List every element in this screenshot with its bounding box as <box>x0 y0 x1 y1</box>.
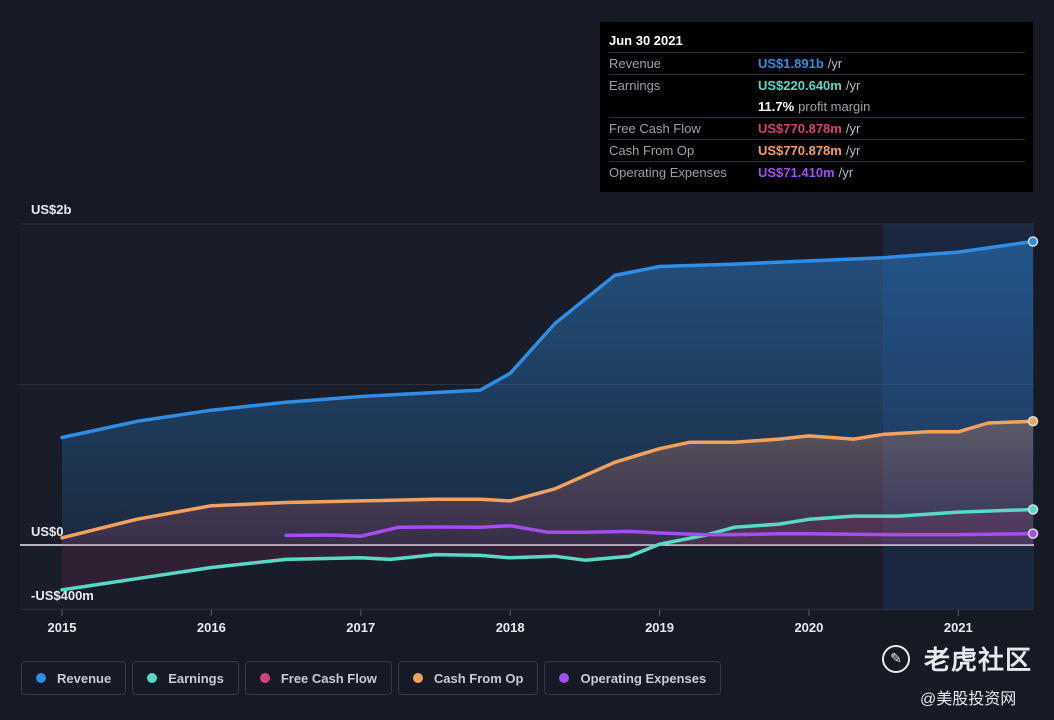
watermark: ✎ 老虎社区 @美股投资网 <box>882 640 1032 709</box>
legend-item-free-cash-flow[interactable]: Free Cash Flow <box>244 661 392 695</box>
y-tick-label: -US$400m <box>31 588 94 603</box>
tooltip-label: Operating Expenses <box>609 165 727 180</box>
tooltip-value: US$1.891b <box>758 56 824 71</box>
tooltip-row-opex: Operating Expenses US$71.410m /yr <box>609 161 1025 183</box>
legend-item-revenue[interactable]: Revenue <box>21 661 127 695</box>
y-tick-label: US$2b <box>31 202 72 217</box>
tooltip-row-margin: 11.7% profit margin <box>609 96 1025 117</box>
revenue-endpoint <box>1027 236 1039 247</box>
tooltip-value: US$71.410m <box>758 165 835 180</box>
legend-label: Cash From Op <box>433 670 524 686</box>
legend-dot-icon <box>259 673 270 683</box>
legend-dot-icon <box>36 673 46 683</box>
tooltip-label: Free Cash Flow <box>609 121 701 136</box>
earnings-line <box>60 507 1035 592</box>
profit-margin-label: profit margin <box>798 99 871 114</box>
tooltip-unit: /yr <box>845 78 861 93</box>
tooltip-row-fcf: Free Cash Flow US$770.878m /yr <box>609 117 1025 139</box>
operating-expenses-endpoint <box>1027 528 1039 539</box>
revenue-line <box>60 239 1035 440</box>
legend-item-cash-from-op[interactable]: Cash From Op <box>397 661 539 695</box>
tooltip-date: Jun 30 2021 <box>609 33 683 48</box>
tooltip-panel: Jun 30 2021 Revenue US$1.891b /yr Earnin… <box>600 22 1033 192</box>
x-tick-label: 2020 <box>794 620 823 635</box>
legend-label: Free Cash Flow <box>280 670 377 686</box>
x-tick-label: 2018 <box>496 620 525 635</box>
watermark-title: 老虎社区 <box>924 645 1033 675</box>
legend-dot-icon <box>559 673 570 683</box>
tooltip-value: US$770.878m <box>758 143 842 158</box>
x-tick-label: 2015 <box>48 620 77 635</box>
legend-dot-icon <box>412 673 423 683</box>
tooltip-unit: /yr <box>845 143 861 158</box>
earnings-area <box>62 509 1033 590</box>
tooltip-row-cfo: Cash From Op US$770.878m /yr <box>609 139 1025 161</box>
y-tick-label: US$0 <box>31 524 64 539</box>
legend-label: Earnings <box>168 670 224 686</box>
legend-item-operating-expenses[interactable]: Operating Expenses <box>544 661 722 695</box>
x-tick-label: 2021 <box>944 620 973 635</box>
tooltip-row-earnings: Earnings US$220.640m /yr <box>609 74 1025 96</box>
tooltip-unit: /yr <box>827 56 843 71</box>
tooltip-unit: /yr <box>838 165 854 180</box>
earnings-endpoint <box>1027 504 1039 515</box>
tooltip-label: Cash From Op <box>609 143 695 158</box>
operating-expenses-line <box>284 523 1035 538</box>
legend-dot-icon <box>147 673 158 683</box>
tooltip-label: Revenue <box>609 56 662 71</box>
watermark-subtitle: @美股投资网 <box>920 691 1017 708</box>
tooltip-value: US$220.640m <box>758 78 842 93</box>
tooltip-row-revenue: Revenue US$1.891b /yr <box>609 52 1025 74</box>
x-tick-label: 2019 <box>645 620 674 635</box>
legend-label: Revenue <box>57 670 112 686</box>
legend-item-earnings[interactable]: Earnings <box>132 661 239 695</box>
tooltip-label: Earnings <box>609 78 661 93</box>
cash-from-op-line <box>60 419 1035 540</box>
x-tick-label: 2017 <box>346 620 375 635</box>
tooltip-value: US$770.878m <box>758 121 842 136</box>
cash-from-op-endpoint <box>1027 416 1039 427</box>
tiger-logo-icon: ✎ <box>882 644 910 673</box>
chart-legend: Revenue Earnings Free Cash Flow Cash Fro… <box>21 661 727 695</box>
x-tick-label: 2016 <box>197 620 226 635</box>
tooltip-unit: /yr <box>845 121 861 136</box>
profit-margin-value: 11.7% <box>758 99 795 114</box>
cash-from-op-area <box>62 421 1033 545</box>
legend-label: Operating Expenses <box>580 670 707 686</box>
